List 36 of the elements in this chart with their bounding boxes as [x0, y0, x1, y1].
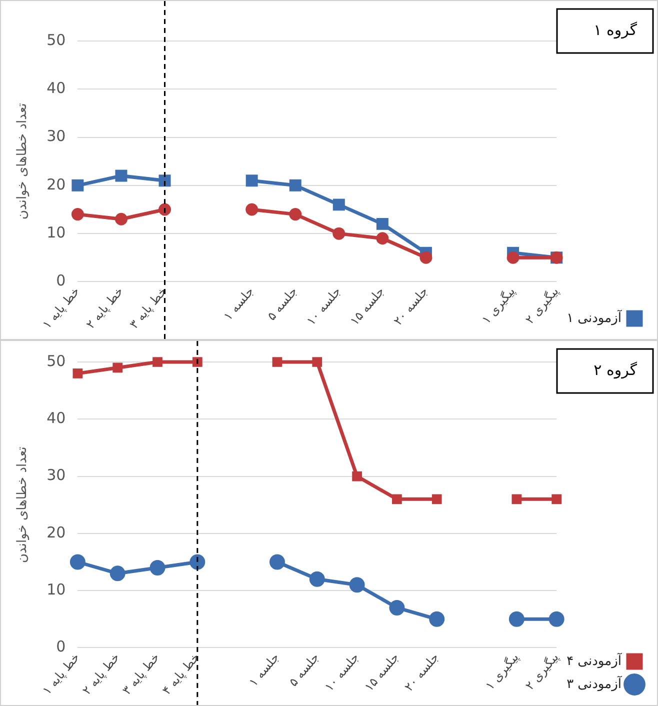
x-tick-label: جلسه ۱۰ — [322, 650, 362, 694]
x-tick-label: جلسه ۵ — [264, 284, 300, 323]
y-tick-label: 30 — [46, 127, 66, 146]
x-tick-label: جلسه ۲۰ — [402, 650, 442, 694]
y-tick-label: 20 — [46, 175, 66, 194]
x-tick-label: پیگیری ۱ — [479, 284, 518, 327]
y-tick-label: 10 — [46, 223, 66, 242]
y-tick-label: 10 — [46, 580, 66, 598]
x-tick-label: جلسه ۱ — [220, 284, 257, 323]
y-tick-label: 30 — [46, 466, 66, 484]
y-axis-title: تعداد خطاهای خواندن — [15, 446, 30, 564]
x-tick-label: خط پایه ۲ — [80, 650, 122, 698]
y-tick-label: 20 — [46, 523, 66, 542]
text: گروه ۱ — [594, 20, 638, 39]
x-tick-label: خط پایه ۳ — [126, 284, 170, 332]
legend-label: آزمودنی ۳ — [566, 674, 623, 692]
text: گروه ۲ — [594, 360, 638, 379]
x-tick-label: خط پایه ۲ — [83, 284, 126, 332]
x-tick-label: جلسه ۵ — [286, 650, 322, 689]
y-axis-title: تعداد خطاهای خواندن — [15, 102, 30, 220]
legend-label: آزمودنی ۱ — [566, 308, 623, 326]
y-tick-label: 40 — [46, 79, 66, 98]
x-tick-label: جلسه ۱۰ — [304, 284, 344, 328]
legend-label: آزمودنی ۴ — [566, 652, 623, 669]
y-tick-label: 50 — [46, 30, 66, 49]
y-tick-label: 0 — [56, 638, 66, 656]
y-tick-label: 0 — [56, 272, 66, 290]
x-tick-label: پیگیری ۲ — [522, 650, 562, 693]
x-tick-label: پیگیری ۲ — [522, 284, 562, 327]
y-tick-label: 50 — [46, 352, 66, 370]
x-tick-label: جلسه ۲۰ — [390, 284, 431, 328]
x-tick-label: پیگیری ۱ — [482, 650, 522, 693]
y-tick-label: 40 — [46, 409, 66, 428]
x-tick-label: جلسه ۱۵ — [362, 650, 402, 694]
x-tick-label: جلسه ۱ — [246, 650, 282, 689]
x-tick-label: جلسه ۱۵ — [347, 284, 388, 328]
